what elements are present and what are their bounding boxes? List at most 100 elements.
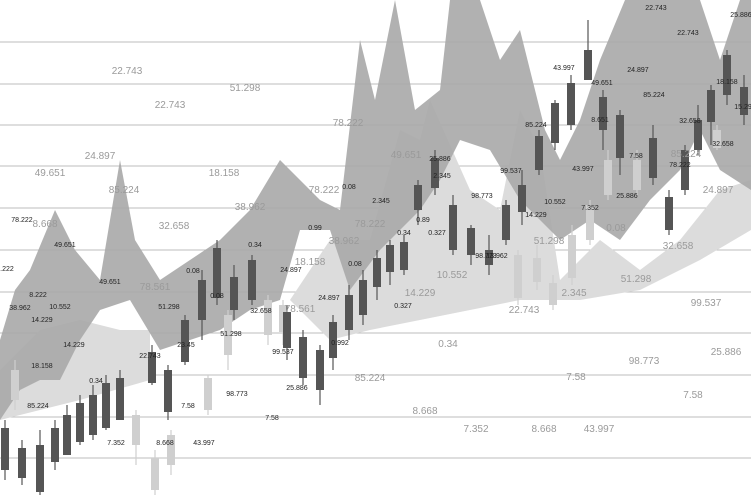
label-large: 2.345 (561, 288, 586, 299)
label-small: 51.298 (220, 331, 242, 338)
label-small: 51.298 (158, 304, 180, 311)
candle-body (514, 255, 522, 298)
candle-body (18, 448, 26, 478)
label-small: 7.58 (265, 415, 279, 422)
label-large: 51.298 (621, 274, 652, 285)
label-small: 25.886 (616, 193, 638, 200)
label-large: 7.58 (683, 390, 703, 401)
label-small: 78.222 (11, 217, 33, 224)
label-large: 38.962 (235, 202, 266, 213)
candle-body (414, 185, 422, 210)
candle-body (213, 248, 221, 298)
label-small: 8.668 (156, 440, 174, 447)
label-small: 8.651 (591, 117, 609, 124)
label-small: 22.743 (677, 30, 699, 37)
label-large: 78.561 (285, 304, 316, 315)
label-large: 22.743 (112, 66, 143, 77)
candle-body (604, 160, 612, 195)
label-small: 43.997 (193, 440, 215, 447)
candle-body (535, 136, 543, 170)
label-small: 10.552 (49, 304, 71, 311)
candle-body (373, 258, 381, 287)
candle-body (586, 205, 594, 240)
candle-body (89, 395, 97, 435)
candle-body (599, 97, 607, 130)
candle-body (224, 315, 232, 355)
candle-body (485, 250, 493, 265)
candle-body (36, 445, 44, 492)
candle-body (283, 312, 291, 348)
label-small: 25.886 (286, 385, 308, 392)
candle-body (76, 403, 84, 442)
candle-body (329, 322, 337, 358)
label-large: 32.658 (159, 221, 190, 232)
label-small: 7.352 (581, 205, 599, 212)
candle-body (299, 337, 307, 378)
label-small: 24.897 (318, 295, 340, 302)
candle-body (51, 428, 59, 462)
label-small: 25.886 (730, 12, 751, 19)
label-small: 32.658 (250, 308, 272, 315)
label-small: 0.34 (248, 242, 262, 249)
label-small: 0.327 (428, 230, 446, 237)
label-small: 38.962 (9, 305, 31, 312)
label-small: 49.651 (99, 279, 121, 286)
candle-body (649, 138, 657, 178)
label-large: 38.962 (329, 236, 360, 247)
candle-body (230, 277, 238, 310)
label-small: 85.224 (525, 122, 547, 129)
label-large: 78.222 (333, 118, 364, 129)
candle-body (204, 378, 212, 410)
label-large: 18.158 (209, 168, 240, 179)
label-small: 98.773 (226, 391, 248, 398)
label-small: 0.08 (348, 261, 362, 268)
label-small: 2.345 (433, 173, 451, 180)
candle-body (518, 185, 526, 212)
label-small: 14.229 (31, 317, 53, 324)
label-small: 25.886 (429, 156, 451, 163)
candle-body (164, 370, 172, 412)
label-large: 14.229 (405, 288, 436, 299)
candle-body (533, 258, 541, 282)
label-small: 7.352 (107, 440, 125, 447)
label-small: 0.08 (210, 293, 224, 300)
candle-body (713, 130, 721, 148)
candle-body (551, 103, 559, 143)
label-large: 0.34 (438, 339, 458, 350)
candle-body (681, 150, 689, 190)
label-small: 14.229 (525, 212, 547, 219)
label-large: 98.773 (629, 356, 660, 367)
label-large: 78.222 (309, 185, 340, 196)
label-large: 7.58 (566, 372, 586, 383)
candle-body (549, 283, 557, 305)
candle-body (502, 205, 510, 240)
candle-body (167, 435, 175, 465)
candle-body (707, 90, 715, 122)
label-small: 22.743 (645, 5, 667, 12)
label-small: 8.222 (29, 292, 47, 299)
candle-body (616, 115, 624, 158)
candle-body (467, 228, 475, 255)
label-small: 10.552 (544, 199, 566, 206)
candle-body (316, 350, 324, 390)
label-small: 98.773 (471, 193, 493, 200)
label-small: 99.537 (272, 349, 294, 356)
label-large: 0.08 (606, 223, 626, 234)
label-large: 8.668 (32, 219, 57, 230)
label-large: 25.886 (711, 347, 742, 358)
candle-body (1, 428, 9, 470)
label-small: 99.537 (500, 168, 522, 175)
candle-body (148, 352, 156, 383)
candle-body (449, 205, 457, 250)
candle-body (723, 55, 731, 95)
label-large: 51.298 (230, 83, 261, 94)
candle-body (264, 300, 272, 335)
label-small: 24.897 (280, 267, 302, 274)
label-small: 32.658 (712, 141, 734, 148)
label-large: 49.651 (391, 150, 422, 161)
candle-body (151, 458, 159, 490)
label-small: 85.224 (643, 92, 665, 99)
label-small: 22.743 (139, 353, 161, 360)
labels: 24.897 22.743 22.743 51.298 78.222 24.897 49.6… (0, 5, 751, 447)
candle-body (63, 415, 71, 455)
